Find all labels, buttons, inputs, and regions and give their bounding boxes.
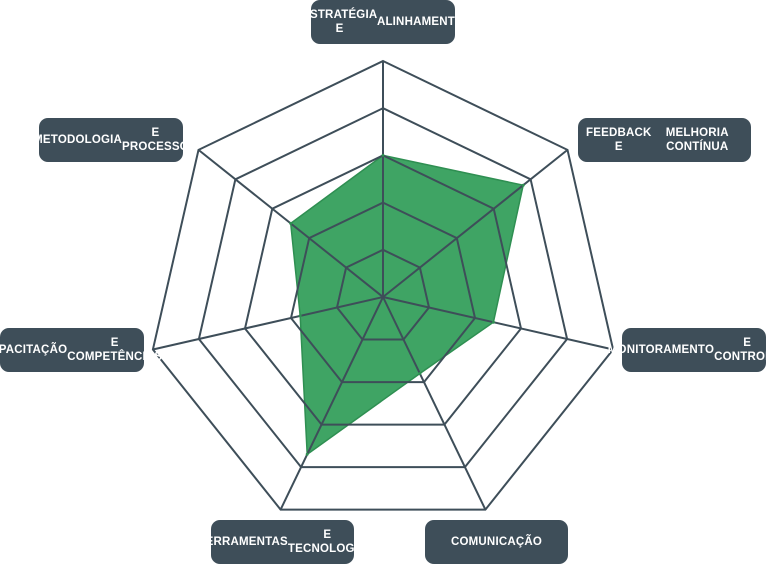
- grid-ring-4: [197, 107, 569, 469]
- axis-label-ferramentas: FERRAMENTAS E TECNOLOGIA: [198, 520, 366, 564]
- axis-spoke-capacitacao: [152, 296, 384, 351]
- axis-label-metodologia: METODOLOGIA E PROCESSO: [33, 118, 189, 162]
- axis-spoke-comunicacao: [382, 296, 487, 511]
- grid-ring-3: [243, 154, 523, 426]
- data-point-metodologia: [289, 221, 293, 225]
- grid-ring-5: [151, 59, 615, 511]
- axis-label-estrategia: ESTRATÉGIA E ALINHAMENTO: [302, 0, 464, 44]
- axis-spoke-ferramentas: [279, 296, 384, 511]
- data-point-estrategia: [381, 153, 385, 157]
- data-point-feedback: [521, 183, 525, 187]
- axis-spoke-monitoramento: [382, 296, 614, 351]
- grid-ring-2: [289, 201, 477, 384]
- data-point-comunicacao: [418, 372, 422, 375]
- data-point-monitoramento: [491, 320, 495, 324]
- data-point-capacitacao: [298, 314, 302, 318]
- series-area: [289, 154, 525, 456]
- axis-spoke-feedback: [382, 149, 569, 298]
- axis-label-capacitacao: CAPACITAÇÃOE COMPETÊNCIAS: [0, 328, 162, 372]
- grid-ring-1: [335, 248, 431, 341]
- axis-label-comunicacao: COMUNICAÇÃO: [425, 520, 568, 564]
- data-point-ferramentas: [305, 452, 309, 456]
- axis-label-feedback: FEEDBACK E MELHORIA CONTÍNUA: [578, 118, 751, 162]
